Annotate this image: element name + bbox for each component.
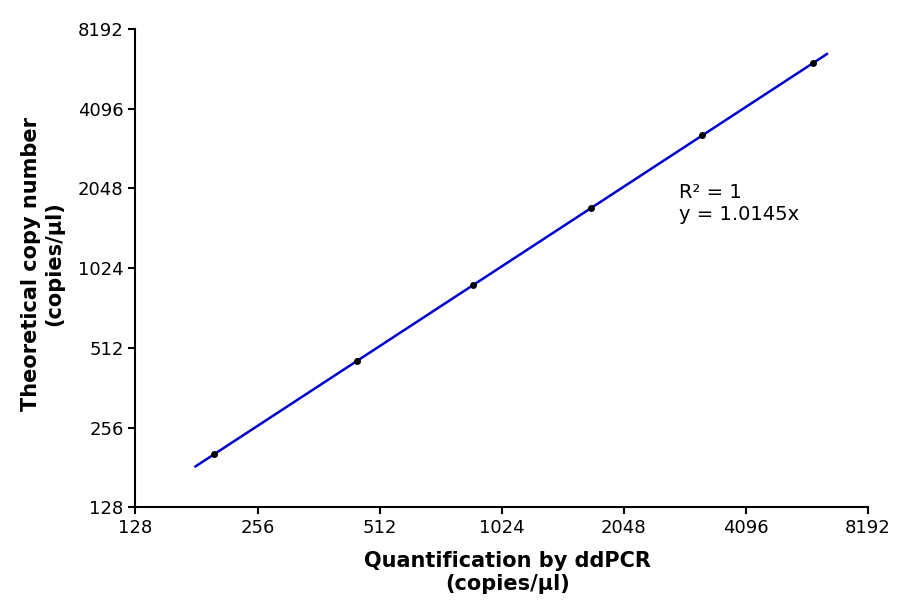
X-axis label: Quantification by ddPCR
(copies/μl): Quantification by ddPCR (copies/μl) — [364, 551, 650, 594]
Text: R² = 1
y = 1.0145x: R² = 1 y = 1.0145x — [678, 183, 798, 224]
Y-axis label: Theoretical copy number
(copies/μl): Theoretical copy number (copies/μl) — [21, 117, 64, 411]
